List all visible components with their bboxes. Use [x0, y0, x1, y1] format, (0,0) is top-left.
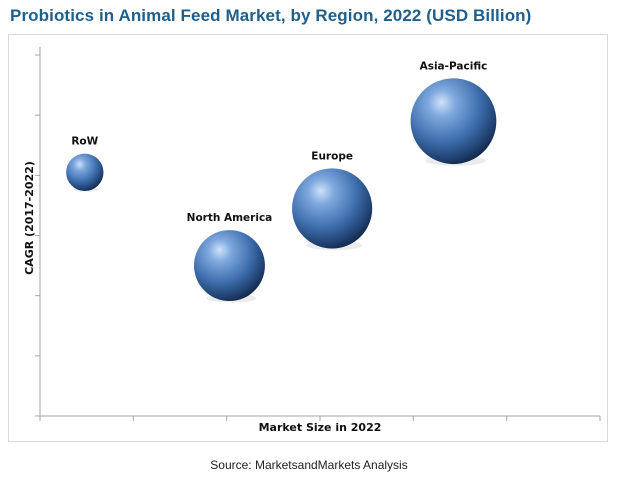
bubble-asia-pacific [410, 78, 497, 165]
y-axis-label: CAGR (2017-2022) [23, 161, 36, 275]
bubble-row [66, 153, 104, 191]
source-note: Source: MarketsandMarkets Analysis [210, 458, 408, 472]
bubble-europe [292, 168, 373, 249]
chart-title: Probiotics in Animal Feed Market, by Reg… [10, 6, 532, 25]
bubble-label: Europe [311, 150, 353, 162]
bubble-label: Asia-Pacific [420, 60, 488, 72]
bubble-label: RoW [71, 136, 98, 148]
x-axis-label: Market Size in 2022 [259, 421, 382, 434]
bubbles: RoW North America Europe Asia-Pacific [66, 60, 497, 303]
bubble-north-america [193, 230, 265, 302]
axes [35, 47, 601, 421]
bubble-label: North America [187, 212, 273, 224]
